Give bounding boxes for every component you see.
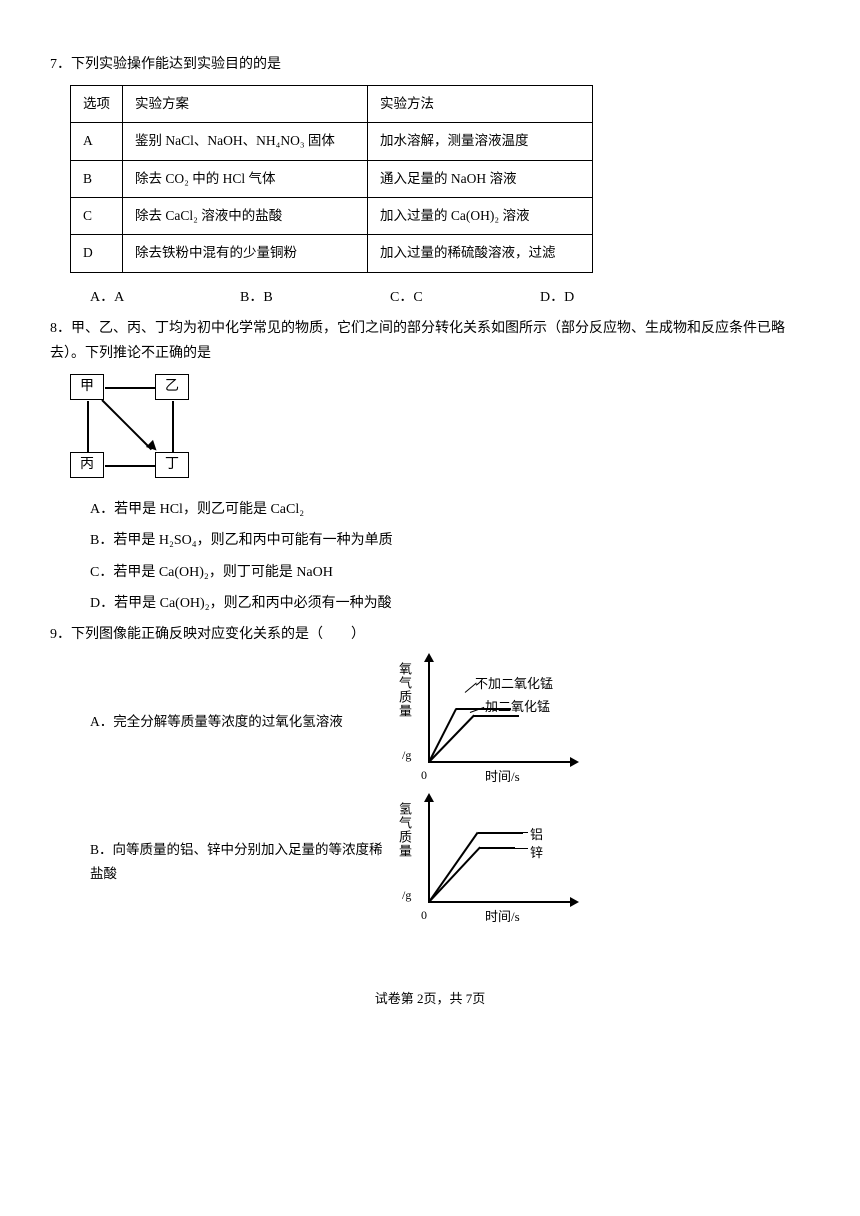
yunit-b: /g — [402, 885, 411, 907]
xlabel-a: 时间/s — [485, 765, 520, 788]
xlabel-b: 时间/s — [485, 905, 520, 928]
axis-x-icon — [428, 901, 573, 903]
q9-stem: 9．下列图像能正确反映对应变化关系的是（ ） — [50, 622, 810, 647]
y-arrow-icon — [424, 793, 434, 802]
origin-b: 0 — [421, 905, 427, 927]
edge-bing-ding — [105, 465, 155, 467]
option-b[interactable]: B．若甲是 H₂SO₄，则乙和丙中可能有一种为单质 — [90, 528, 810, 553]
table-header-row: 选项 实验方案 实验方法 — [71, 86, 593, 123]
box-yi: 乙 — [155, 374, 189, 400]
th-option: 选项 — [71, 86, 123, 123]
option-a[interactable]: A．若甲是 HCl，则乙可能是 CaCl₂ — [90, 497, 810, 522]
option-d[interactable]: D．若甲是 Ca(OH)₂，则乙和丙中必须有一种为酸 — [90, 591, 810, 616]
option-b[interactable]: B．B — [240, 285, 390, 310]
page-footer: 试卷第 2页，共 7页 — [50, 987, 810, 1010]
leader-zn — [511, 848, 528, 849]
option-d[interactable]: D．D — [540, 285, 690, 310]
line-zn-rise — [428, 847, 481, 903]
axis-y-icon — [428, 797, 430, 902]
q7-options: A．A B．B C．C D．D — [90, 285, 810, 310]
q8-stem: 8．甲、乙、丙、丁均为初中化学常见的物质，它们之间的部分转化关系如图所示（部分反… — [50, 316, 810, 366]
edge-jia-yi — [105, 387, 155, 389]
box-jia: 甲 — [70, 374, 104, 400]
option-c[interactable]: C．若甲是 Ca(OH)₂，则丁可能是 NaOH — [90, 560, 810, 585]
annot-a1: 不加二氧化锰 — [475, 672, 553, 695]
th-scheme: 实验方案 — [123, 86, 368, 123]
ylabel-a: 氧气质量 — [400, 662, 416, 718]
line-zn-flat — [480, 847, 515, 849]
option-a[interactable]: A．A — [90, 285, 240, 310]
chart-a: 氧气质量 /g 0 时间/s 不加二氧化锰 加二氧化锰 — [390, 657, 590, 787]
th-method: 实验方法 — [368, 86, 593, 123]
q7-table: 选项 实验方案 实验方法 A鉴别 NaCl、NaOH、NH₄NO₃ 固体加水溶解… — [70, 85, 593, 272]
option-c[interactable]: C．C — [390, 285, 540, 310]
q7-stem: 7．下列实验操作能达到实验目的的是 — [50, 52, 810, 77]
axis-x-icon — [428, 761, 573, 763]
line-2-rise — [428, 715, 475, 763]
annot-a2: 加二氧化锰 — [485, 695, 550, 718]
x-arrow-icon — [570, 757, 579, 767]
y-arrow-icon — [424, 653, 434, 662]
table-row: C除去 CaCl₂ 溶液中的盐酸加入过量的 Ca(OH)₂ 溶液 — [71, 198, 593, 235]
edge-yi-ding — [172, 401, 174, 452]
annot-b2: 锌 — [530, 841, 543, 864]
x-arrow-icon — [570, 897, 579, 907]
yunit-a: /g — [402, 745, 411, 767]
q8-diagram: 甲 乙 丙 丁 — [70, 374, 210, 489]
table-row: D除去铁粉中混有的少量铜粉加入过量的稀硫酸溶液，过滤 — [71, 235, 593, 272]
q9-option-a[interactable]: A．完全分解等质量等浓度的过氧化氢溶液 氧气质量 /g 0 时间/s 不加二氧化… — [90, 657, 810, 787]
edge-jia-bing — [87, 401, 89, 452]
q8-options: A．若甲是 HCl，则乙可能是 CaCl₂ B．若甲是 H₂SO₄，则乙和丙中可… — [90, 497, 810, 616]
q9b-text: B．向等质量的铝、锌中分别加入足量的等浓度稀盐酸 — [90, 838, 390, 887]
table-row: A鉴别 NaCl、NaOH、NH₄NO₃ 固体加水溶解，测量溶液温度 — [71, 123, 593, 160]
table-row: B除去 CO₂ 中的 HCl 气体通入足量的 NaOH 溶液 — [71, 160, 593, 197]
chart-b: 氢气质量 /g 0 时间/s 铝 锌 — [390, 797, 590, 927]
axis-y-icon — [428, 657, 430, 762]
leader-al — [516, 832, 528, 833]
q9a-text: A．完全分解等质量等浓度的过氧化氢溶液 — [90, 710, 390, 734]
origin-a: 0 — [421, 765, 427, 787]
arrow-jia-ding — [101, 400, 152, 451]
ylabel-b: 氢气质量 — [400, 802, 416, 858]
box-ding: 丁 — [155, 452, 189, 478]
box-bing: 丙 — [70, 452, 104, 478]
q9-option-b[interactable]: B．向等质量的铝、锌中分别加入足量的等浓度稀盐酸 氢气质量 /g 0 时间/s … — [90, 797, 810, 927]
